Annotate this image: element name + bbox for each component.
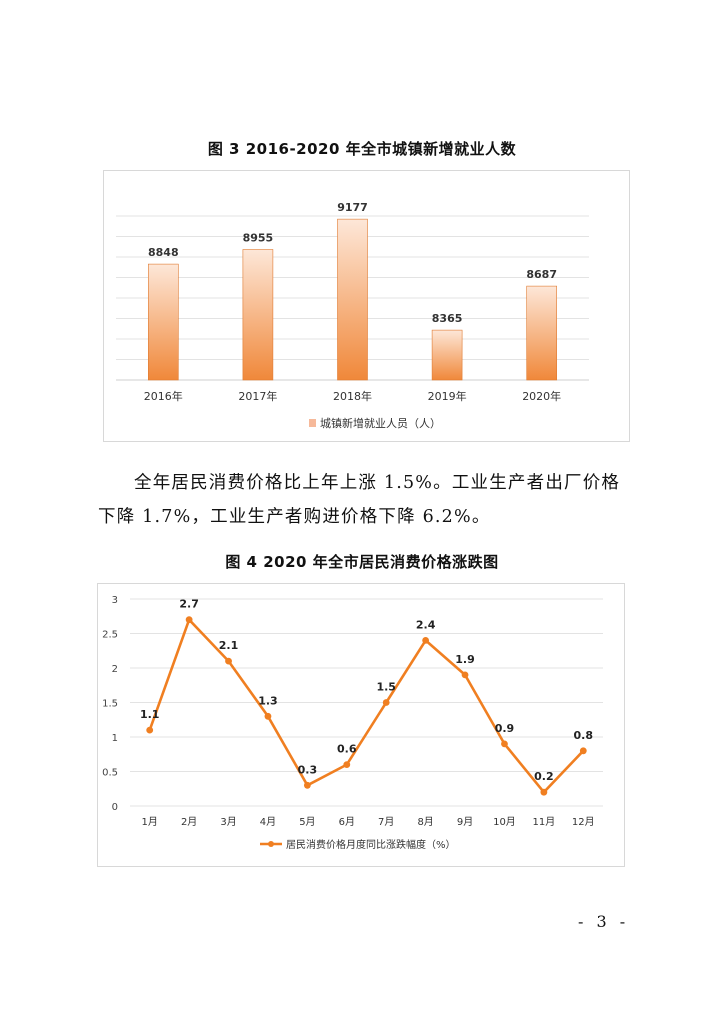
- bar-data-label: 8687: [526, 268, 557, 281]
- data-point: [579, 747, 587, 755]
- data-point: [422, 637, 430, 644]
- y-tick-label: 2.5: [102, 630, 118, 641]
- data-point: [540, 788, 548, 796]
- data-point: [146, 726, 154, 734]
- line-chart-svg: 0 0.5 1 1.5 2 2.5 3 1.1 1月 2.7 2月 2.1 3月 1.3 4月 0.3 5月 0.…: [102, 595, 603, 851]
- legend-label: 居民消费价格月度同比涨跌幅度（%）: [286, 838, 456, 851]
- bar: [147, 263, 179, 381]
- data-point: [343, 761, 351, 768]
- x-tick-label: 2月: [181, 816, 197, 828]
- x-tick-label: 2020年: [522, 389, 561, 403]
- data-point: [501, 740, 508, 748]
- data-point: [461, 671, 469, 679]
- x-tick-label: 2016年: [144, 389, 183, 403]
- point-data-label: 0.6: [337, 743, 357, 756]
- point-data-label: 0.9: [495, 722, 515, 735]
- x-tick-label: 9月: [457, 816, 473, 828]
- data-point: [382, 699, 390, 706]
- bar-data-label: 9177: [337, 201, 368, 214]
- x-tick-label: 8月: [417, 816, 433, 828]
- data-point: [225, 657, 232, 665]
- y-tick-label: 1.5: [102, 699, 118, 710]
- x-tick-label: 2017年: [238, 389, 277, 403]
- figure-4-title: 图 4 2020 年全市居民消费价格涨跌图: [225, 553, 499, 571]
- bar-data-label: 8365: [432, 312, 463, 325]
- point-data-label: 2.1: [219, 639, 239, 652]
- y-tick-label: 1: [112, 733, 118, 744]
- point-data-label: 1.3: [258, 694, 278, 707]
- data-point: [303, 781, 311, 789]
- series-line: [148, 618, 585, 794]
- legend-label: 城镇新增就业人员（人）: [320, 416, 441, 430]
- x-tick-label: 6月: [339, 816, 355, 828]
- figure-3-title: 图 3 2016-2020 年全市城镇新增就业人数: [207, 140, 517, 158]
- paragraph-line-1: 全年居民消费价格比上年上涨 1.5%。工业生产者出厂价格: [134, 473, 621, 493]
- bar: [242, 249, 274, 381]
- figure-4-chart: 0 0.5 1 1.5 2 2.5 3 1.1 1月 2.7 2月 2.1 3月 1.3 4月 0.3 5月 0.…: [97, 583, 625, 867]
- bar: [337, 218, 368, 381]
- paragraph-line-2: 下降 1.7%，工业生产者购进价格下降 6.2%。: [98, 507, 491, 527]
- legend-swatch: [309, 419, 316, 427]
- bar-chart-svg: 8848 2016年 8955 2017年 9177 2018年 8365 2019年 8687…: [116, 201, 589, 430]
- bar: [526, 285, 558, 381]
- y-tick-label: 3: [112, 595, 118, 606]
- point-data-label: 2.4: [416, 618, 436, 631]
- x-tick-label: 1月: [142, 816, 158, 828]
- x-tick-label: 11月: [533, 816, 556, 828]
- y-tick-label: 2: [112, 664, 118, 675]
- x-tick-label: 12月: [572, 816, 595, 828]
- data-point: [185, 616, 193, 624]
- point-data-label: 2.7: [179, 598, 199, 611]
- figure-3-chart: 8848 2016年 8955 2017年 9177 2018年 8365 2019年 8687…: [103, 170, 630, 442]
- bar-data-label: 8955: [243, 231, 274, 244]
- point-data-label: 0.3: [298, 763, 318, 776]
- bar-data-label: 8848: [148, 246, 179, 259]
- point-data-label: 0.8: [574, 729, 594, 742]
- point-data-label: 1.1: [140, 708, 160, 721]
- x-tick-label: 2018年: [333, 389, 372, 403]
- point-data-label: 0.2: [534, 770, 554, 783]
- bar: [431, 329, 463, 381]
- point-data-label: 1.9: [455, 653, 475, 666]
- page-number: - 3 -: [578, 912, 630, 931]
- point-data-label: 1.5: [376, 681, 396, 694]
- x-tick-label: 7月: [378, 816, 394, 828]
- legend-marker: [268, 841, 274, 847]
- y-tick-label: 0: [112, 802, 118, 813]
- x-tick-label: 5月: [299, 816, 315, 828]
- x-tick-label: 2019年: [428, 389, 467, 403]
- x-tick-label: 4月: [260, 816, 276, 828]
- x-tick-label: 3月: [220, 816, 236, 828]
- data-point: [264, 712, 272, 720]
- x-tick-label: 10月: [493, 816, 516, 828]
- y-tick-label: 0.5: [102, 768, 118, 779]
- cpi-paragraph: 全年居民消费价格比上年上涨 1.5%。工业生产者出厂价格 下降 1.7%，工业生…: [98, 466, 638, 534]
